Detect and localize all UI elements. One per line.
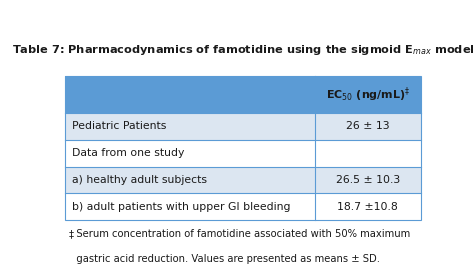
Text: 18.7 ±10.8: 18.7 ±10.8 bbox=[337, 202, 398, 212]
Bar bbox=[65, 113, 315, 140]
Bar bbox=[315, 140, 421, 167]
Bar bbox=[315, 167, 421, 193]
Text: Pediatric Patients: Pediatric Patients bbox=[72, 121, 166, 131]
Text: gastric acid reduction. Values are presented as means ± SD.: gastric acid reduction. Values are prese… bbox=[66, 254, 380, 264]
Bar bbox=[65, 140, 315, 167]
Bar bbox=[65, 76, 421, 220]
Bar bbox=[65, 76, 315, 113]
Text: 26.5 ± 10.3: 26.5 ± 10.3 bbox=[336, 175, 400, 185]
Text: Serum concentration of famotidine associated with 50% maximum: Serum concentration of famotidine associ… bbox=[66, 229, 410, 239]
Bar bbox=[65, 193, 315, 220]
Text: 26 ± 13: 26 ± 13 bbox=[346, 121, 390, 131]
Text: EC$_{50}$ (ng/mL)$^{\ddagger}$: EC$_{50}$ (ng/mL)$^{\ddagger}$ bbox=[326, 85, 410, 104]
Bar bbox=[315, 113, 421, 140]
Text: Data from one study: Data from one study bbox=[72, 148, 184, 158]
Bar bbox=[315, 76, 421, 113]
Text: a) healthy adult subjects: a) healthy adult subjects bbox=[72, 175, 207, 185]
Text: b) adult patients with upper GI bleeding: b) adult patients with upper GI bleeding bbox=[72, 202, 291, 212]
Text: Table 7: Pharmacodynamics of famotidine using the sigmoid E$_{max}$ model: Table 7: Pharmacodynamics of famotidine … bbox=[11, 43, 474, 57]
Text: ‡: ‡ bbox=[68, 229, 73, 239]
Bar bbox=[65, 167, 315, 193]
Bar bbox=[315, 193, 421, 220]
